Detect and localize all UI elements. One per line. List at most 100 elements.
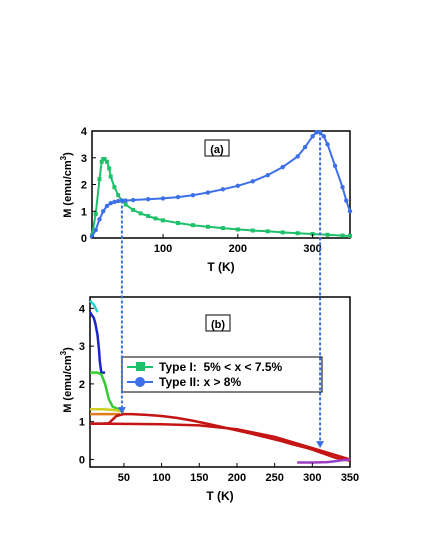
panel-a-series-0-point <box>348 233 352 238</box>
panel-a-series-0-point <box>161 218 166 223</box>
panel-a-series-0-point <box>340 233 345 238</box>
panel-b-series-1-line <box>88 311 106 374</box>
panel-b-ylabel-main: M (emu/cm <box>62 355 74 413</box>
connector-arrowhead <box>316 441 325 449</box>
x-tick-label: 300 <box>303 472 321 484</box>
panel-a-series-1-point <box>115 198 121 204</box>
panel-a-series-0-point <box>93 211 98 216</box>
panel-a-series-1-point <box>235 183 241 189</box>
panel-b-plot-frame <box>89 296 351 468</box>
x-tick-label: 100 <box>154 243 172 255</box>
panel-a-ylabel-main: M (emu/cm <box>62 160 74 218</box>
panel-a-series-1-point <box>295 154 300 159</box>
panel-a-series <box>89 130 353 239</box>
panel-a-series-1-point <box>123 198 128 203</box>
panel-a-series-1-point <box>205 190 211 195</box>
panel-a-series-1-point <box>112 199 117 205</box>
legend-type2-marker <box>135 377 145 387</box>
panel-a-series-0-point <box>104 159 109 164</box>
panel-a-series-0-point <box>265 229 270 234</box>
panel-a-xlabel: T (K) <box>207 260 234 274</box>
y-tick-label: 4 <box>81 126 88 138</box>
y-tick-label: 4 <box>79 303 86 315</box>
panel-a-series-0-point <box>138 211 143 216</box>
y-tick-label: 1 <box>79 417 85 429</box>
panel-a-series-1-point <box>344 198 349 203</box>
y-tick-label: 1 <box>81 206 87 218</box>
panel-a-series-1-point <box>314 130 319 135</box>
x-tick-label: 100 <box>152 472 170 484</box>
panel-b-label: (b) <box>211 319 225 331</box>
panel-a-series-1-point <box>108 201 113 206</box>
panel-a-series-0-point <box>250 228 255 233</box>
panel-a-series-1-point <box>340 184 345 190</box>
panel-a-series-0-point <box>205 224 210 229</box>
panel-a-series-1-point <box>220 187 226 192</box>
connector-arrowhead <box>117 407 126 415</box>
panel-a-series-0-point <box>280 230 285 235</box>
panel-a-series-0-point <box>131 207 136 212</box>
panel-b-ylabel-sup: 3 <box>59 350 68 355</box>
panel-a-series-1-point <box>302 144 308 150</box>
y-tick-label: 3 <box>81 153 87 165</box>
panel-b-ylabel-end: ) <box>62 347 74 351</box>
panel-b-series-0-line <box>89 299 99 313</box>
panel-a-series-0-point <box>97 177 102 182</box>
panel-b-series-3-line <box>90 407 125 414</box>
panel-a-series-1-point <box>160 196 166 201</box>
panel-a-series-1-point <box>101 209 106 214</box>
x-tick-label: 200 <box>228 472 246 484</box>
panel-a-ylabel: M (emu/cm3) <box>59 152 74 218</box>
legend-type2-label: Type II: x > 8% <box>159 375 241 389</box>
legend-type1-label: Type I: 5% < x < 7.5% <box>159 360 283 374</box>
y-tick-label: 2 <box>81 180 87 192</box>
panel-a-series-0-point <box>123 202 128 207</box>
panel-b-series-2-line <box>90 371 125 414</box>
panel-a-series-0-point <box>176 221 180 226</box>
panel-a-series-0-point <box>116 193 121 198</box>
panel-a-ticks: 100 200 300 0 1 2 3 4 <box>81 126 322 255</box>
panel-a-series-0-line <box>91 158 351 237</box>
panel-a-series-1-point <box>347 209 353 214</box>
panel-a-series-1-point <box>310 134 315 139</box>
panel-a-label: (a) <box>210 144 224 156</box>
panel-a-series-1-point <box>280 164 285 170</box>
panel-a-series-0-point <box>108 174 113 179</box>
panel-a-series-1-point <box>93 227 98 233</box>
panel-a-series-1-point <box>130 197 136 203</box>
panel-a-series-0-point <box>112 185 117 190</box>
x-tick-label: 50 <box>118 472 130 484</box>
legend-box <box>121 356 323 393</box>
y-tick-label: 0 <box>81 233 87 245</box>
panel-b-ticks: 50 100 150 200 250 300 350 0 1 2 3 4 <box>79 303 359 484</box>
panel-b-legend: Type I: 5% < x < 7.5% Type II: x > 8% <box>121 356 323 393</box>
legend-type1-marker <box>136 362 145 371</box>
panel-a-series-1-point <box>250 179 255 184</box>
x-tick-label: 300 <box>303 243 321 255</box>
panel-b-series <box>88 299 351 464</box>
panel-a-series-0-point <box>153 216 158 221</box>
y-tick-label: 0 <box>79 454 85 466</box>
connectors <box>117 132 325 449</box>
panel-b-series-5-line <box>90 412 351 462</box>
panel-a-series-0-point <box>220 226 225 231</box>
panel-a-ylabel-end: ) <box>62 152 74 156</box>
y-tick-label: 2 <box>79 379 85 391</box>
panel-a-series-0-point <box>325 232 330 237</box>
panel-a-series-0-point <box>146 214 151 219</box>
panel-a-series-0-point <box>99 159 104 164</box>
panel-b-series-6-line <box>89 422 351 461</box>
panel-a-ylabel-sup: 3 <box>59 155 68 160</box>
panel-a-series-1-point <box>104 203 110 209</box>
x-tick-label: 200 <box>229 243 247 255</box>
panel-a-series-0-point <box>190 223 195 228</box>
panel-b-series-7-line <box>297 458 351 464</box>
panel-a-series-0-point <box>310 231 315 236</box>
panel-b: 50 100 150 200 250 300 350 0 1 2 3 4 (b) T (K) M (e… <box>59 296 359 503</box>
panel-a-series-0-point <box>107 166 112 171</box>
panel-b-ylabel: M (emu/cm3) <box>59 347 74 413</box>
panel-b-xlabel: T (K) <box>206 489 233 503</box>
panel-a-series-0-point <box>102 157 107 162</box>
